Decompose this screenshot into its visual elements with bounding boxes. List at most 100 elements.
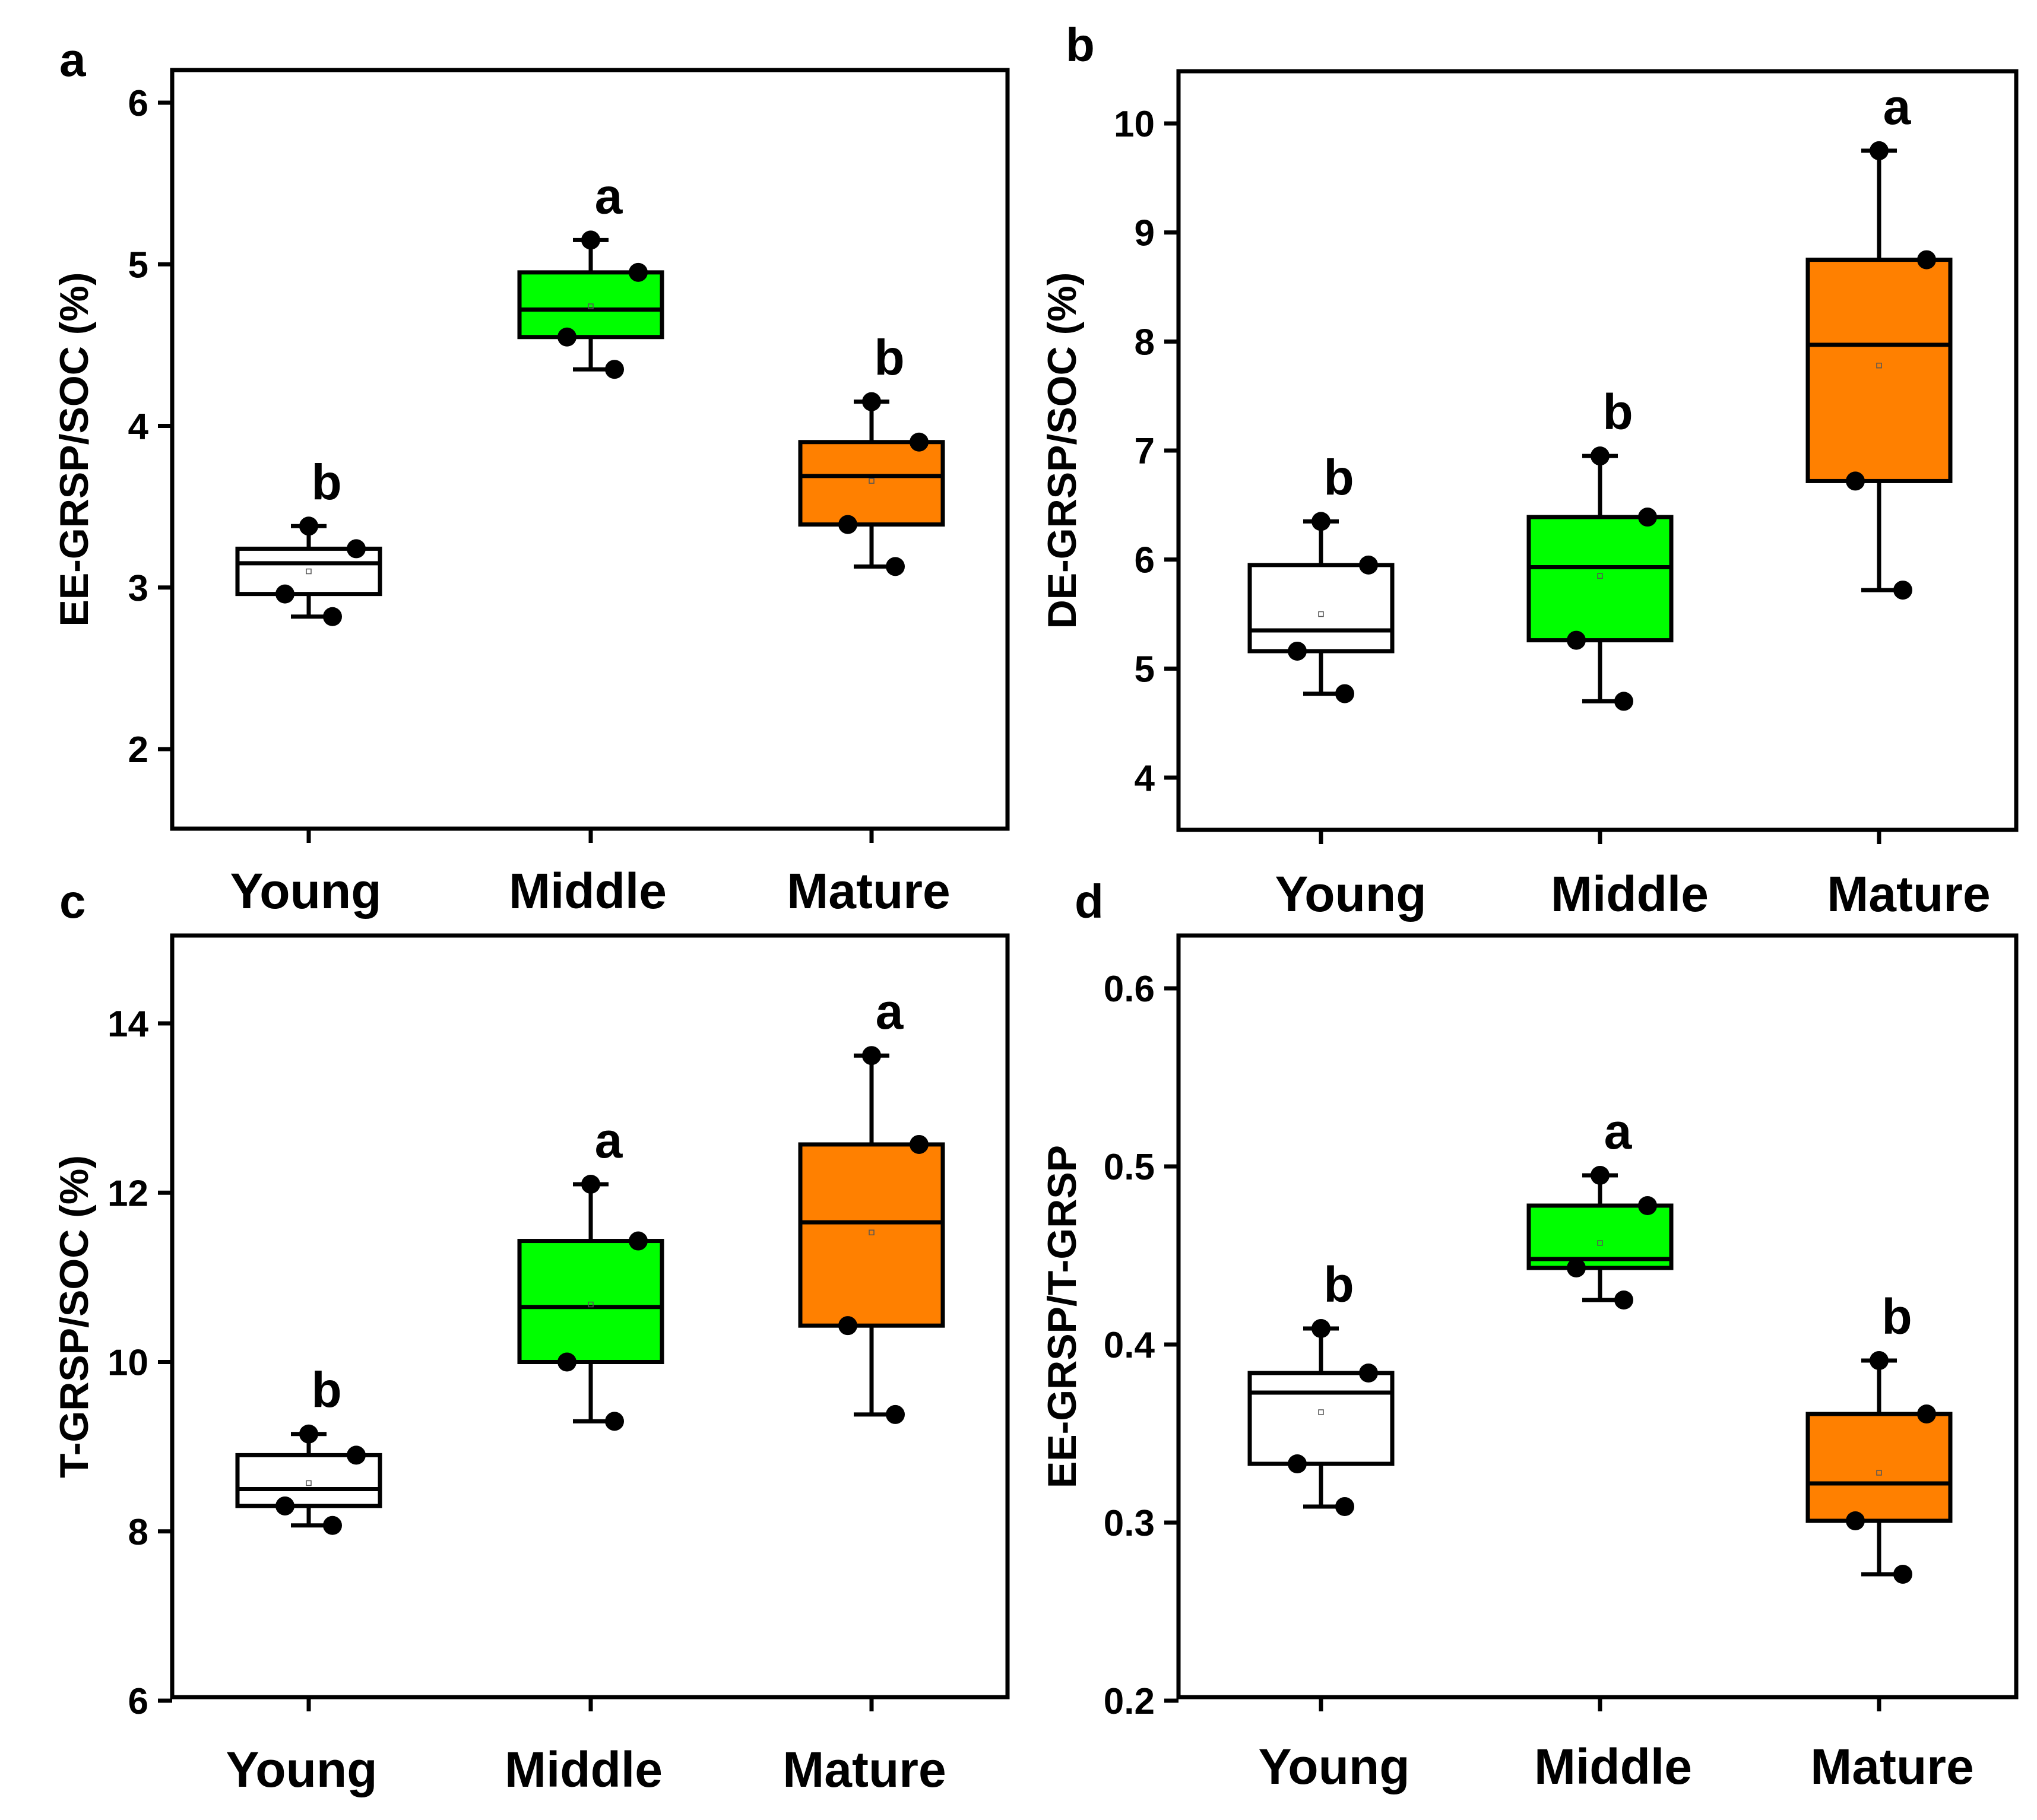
mean-marker [1876,1470,1882,1476]
iqr-box [1247,563,1395,654]
data-point [1335,684,1354,703]
mean-marker [306,1480,312,1486]
y-tick-label: 0.5 [1104,1147,1155,1188]
data-point [1917,250,1936,269]
panel-c: c 6 8 10 12 14 Young Middle Mature b a a T-GRSP/SO… [52,875,1010,1797]
box-middle: a [517,1112,664,1431]
y-tick-label: 8 [128,1512,148,1553]
y-tick-label: 12 [107,1173,148,1214]
data-point [629,262,648,282]
x-tick-label: Young [1258,1739,1409,1794]
data-point [838,1316,857,1336]
y-tick-label: 4 [1135,758,1155,799]
box-mature: b [798,330,945,576]
y-axis-label-c: T-GRSP/SOC (%) [52,1155,97,1478]
y-tick-label: 5 [1135,649,1155,690]
iqr-box [1805,258,1953,483]
box-young: b [1247,1257,1395,1516]
panel-label-c: c [59,875,86,928]
x-tick-label: Mature [787,863,950,919]
data-point [557,327,576,347]
x-tick-label: Mature [783,1742,946,1797]
data-point [910,1134,929,1154]
y-axis-label-a: EE-GRSP/SOC (%) [52,272,97,627]
y-tick-label: 2 [128,730,148,771]
data-point [347,539,366,559]
data-point [886,557,905,576]
plot-frame-d [1176,933,2019,1699]
iqr-box [1247,1371,1395,1466]
data-point [1893,581,1912,600]
mean-marker [588,303,594,309]
data-point [1567,1258,1586,1277]
x-tick-label: Mature [1827,866,1990,922]
y-tick-label: 10 [1114,104,1155,145]
data-point [1917,1404,1936,1423]
plot-marks-c: 6 8 10 12 14 Young Middle Mature b a a [107,984,946,1797]
y-tick-label: 3 [128,568,148,609]
y-tick-label: 0.4 [1104,1325,1155,1366]
data-point [299,516,318,536]
box-middle: a [1526,1104,1674,1309]
mean-marker [1597,573,1603,579]
iqr-box [517,1239,664,1364]
data-point [323,1515,342,1535]
y-tick-label: 0.2 [1104,1681,1155,1722]
data-point [1288,1454,1307,1473]
x-tick-label: Mature [1810,1739,1973,1794]
data-point [1870,141,1889,160]
data-point [838,515,857,534]
x-tick-label: Middle [1551,866,1709,922]
data-point [1335,1497,1354,1516]
significance-letter: b [311,1362,341,1418]
y-axis-label-b: DE-GRSP/SOC (%) [1040,272,1085,629]
y-tick-label: 6 [128,83,148,124]
data-point [1846,1511,1865,1530]
panel-b: b 4 5 6 7 8 9 10 Young Middle Mature b b a DE-GRSP/S… [1040,18,2019,922]
significance-letter: a [595,1112,623,1168]
mean-marker [869,478,875,484]
data-point [1638,1196,1657,1215]
significance-letter: a [876,984,904,1039]
data-point [1614,1291,1633,1309]
panel-a: a 2 3 4 5 6 Young Middle Mature b a b EE-GRSP/SOC … [52,33,1010,919]
data-point [1870,1351,1889,1370]
data-point [1359,1364,1378,1383]
significance-letter: b [1602,384,1633,440]
data-point [1311,1319,1330,1338]
data-point [1893,1565,1912,1584]
data-point [323,607,342,626]
data-point [886,1404,905,1424]
data-point [605,360,624,379]
box-young: b [235,1362,382,1535]
mean-marker [588,1301,594,1308]
y-tick-label: 0.3 [1104,1503,1155,1544]
panel-label-b: b [1066,18,1095,71]
y-tick-label: 6 [1135,540,1155,581]
data-point [862,1046,881,1066]
box-middle: b [1526,384,1674,711]
significance-letter: b [1323,449,1354,505]
box-young: b [1247,449,1395,703]
data-point [1288,641,1307,661]
data-point [581,230,600,250]
data-point [1846,471,1865,491]
data-point [347,1445,366,1465]
panel-d: d 0.2 0.3 0.4 0.5 0.6 Young Middle Mature b a b EE… [1040,875,2019,1794]
iqr-box [517,270,664,340]
data-point [629,1231,648,1251]
plot-marks-b: 4 5 6 7 8 9 10 Young Middle Mature b b a [1114,79,1991,922]
data-point [1638,508,1657,527]
data-point [275,1496,294,1515]
mean-marker [1318,611,1324,617]
y-tick-label: 4 [128,407,149,448]
x-tick-label: Young [1275,866,1426,922]
significance-letter: b [311,454,341,510]
x-tick-label: Young [230,863,381,919]
significance-letter: b [874,330,904,386]
x-tick-label: Middle [509,863,667,919]
box-young: b [235,454,382,626]
data-point [1359,555,1378,575]
